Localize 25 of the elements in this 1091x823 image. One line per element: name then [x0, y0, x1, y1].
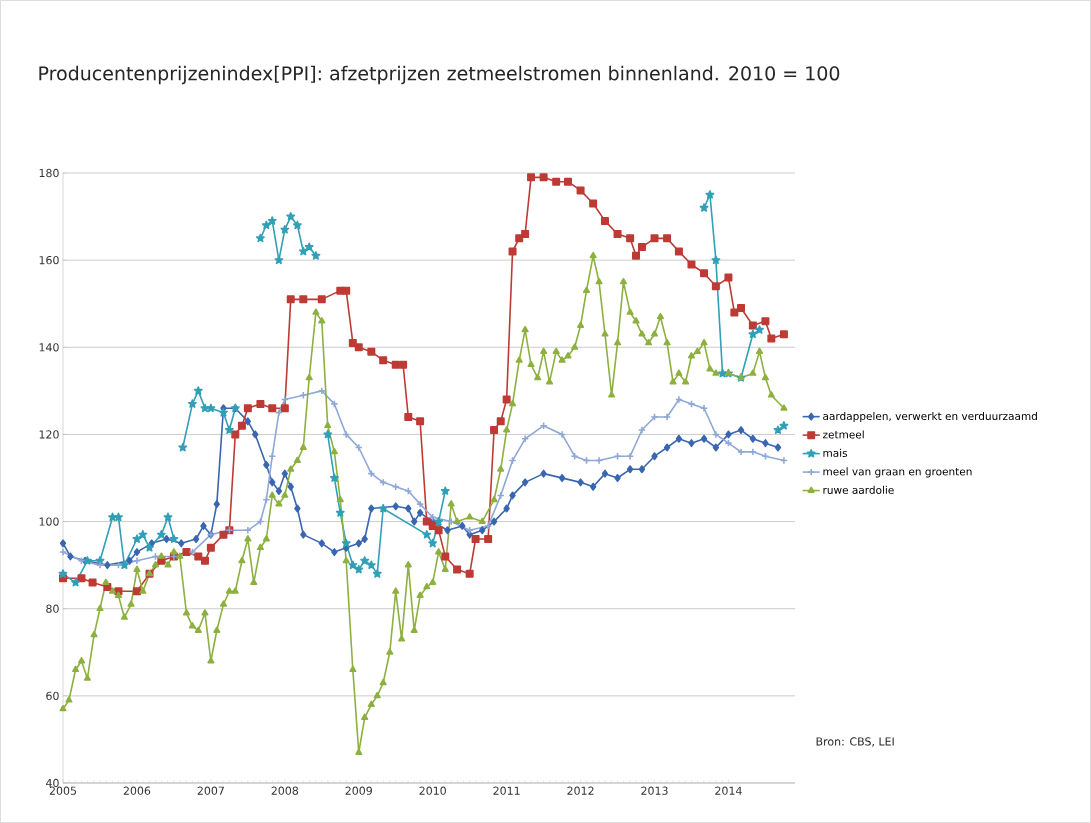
legend-label: ruwe aardolie: [823, 485, 894, 494]
x-tick-label: 2006: [123, 786, 151, 795]
y-tick-label: 60: [46, 691, 59, 701]
x-tick-label: 2011: [493, 786, 520, 795]
x-tick-label: 2013: [641, 786, 668, 795]
y-tick-label: 100: [39, 517, 59, 526]
y-tick-label: 180: [39, 168, 59, 178]
y-tick-label: 160: [39, 255, 59, 265]
x-tick-label: 2014: [715, 786, 742, 795]
legend-label: mais: [823, 448, 848, 457]
y-tick-label: 80: [46, 604, 59, 613]
x-tick-label: 2008: [271, 786, 299, 795]
chart-title: Producentenprijzenindex[PPI]: afzetprijzen zetmeelstromen binnenland. 2010 = 100: [39, 65, 840, 85]
y-tick-label: 40: [46, 778, 59, 788]
x-tick-label: 2009: [345, 786, 372, 795]
text: Bron: CBS, LEI: [816, 737, 894, 747]
legend-label: meel van graan en groenten: [823, 467, 972, 478]
y-tick-label: 140: [39, 343, 59, 352]
x-tick-label: 2007: [197, 786, 224, 795]
x-tick-label: 2012: [567, 786, 594, 795]
x-tick-label: 2005: [49, 786, 77, 795]
x-tick-label: 2010: [419, 786, 446, 795]
legend-label: zetmeel: [822, 430, 864, 439]
legend-label: aardappelen, verwerkt en verduurzaamd: [823, 411, 1037, 423]
y-tick-label: 120: [39, 430, 59, 439]
